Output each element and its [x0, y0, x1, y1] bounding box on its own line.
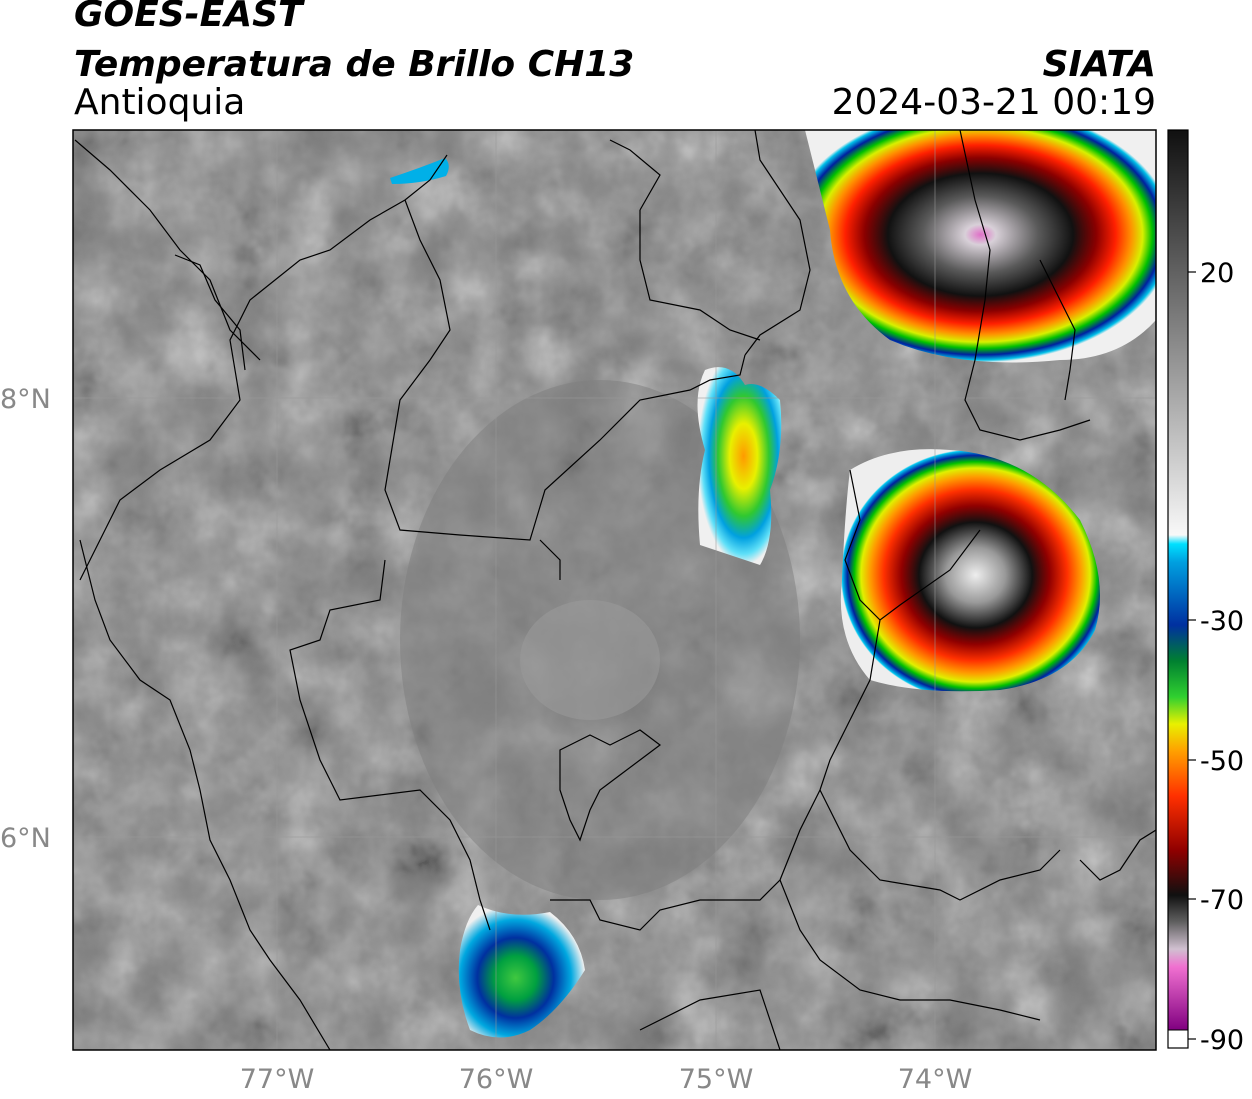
storm-northeast [805, 130, 1156, 363]
lon-label-77W: 77°W [240, 1064, 315, 1095]
colorbar-under-box [1167, 1029, 1189, 1049]
datetime-label: 2024-03-21 00:19 [831, 82, 1156, 123]
colorbar-gradient [1168, 130, 1188, 1030]
lon-label-75W: 75°W [679, 1064, 754, 1095]
satellite-title: GOES-EAST [74, 0, 303, 35]
lat-label-6N: 6°N [0, 823, 51, 854]
lon-label-74W: 74°W [898, 1064, 973, 1095]
lat-label-8N: 8°N [0, 384, 51, 415]
colorbar-tick-neg30: -30 [1200, 606, 1244, 637]
product-title: Temperatura de Brillo CH13 [74, 44, 635, 85]
graticule [73, 130, 1156, 1050]
boundaries [74, 130, 1156, 1050]
colorbar-frame [1167, 129, 1189, 1049]
colorbar-tick-neg70: -70 [1200, 885, 1244, 916]
colorbar: 20 -30 -50 -70 -90 [1167, 129, 1244, 1056]
colorbar-tick-20: 20 [1200, 258, 1234, 289]
storm-central [697, 367, 782, 565]
map-imagery [73, 130, 1156, 1050]
storm-north-small [390, 158, 449, 184]
colorbar-tick-neg50: -50 [1200, 746, 1244, 777]
agency-label: SIATA [1042, 44, 1156, 85]
lon-label-76W: 76°W [459, 1064, 534, 1095]
map-frame [72, 129, 1157, 1051]
region-label: Antioquia [74, 82, 246, 123]
storm-east [840, 449, 1100, 692]
storm-south [458, 905, 585, 1038]
colorbar-tick-neg90: -90 [1200, 1025, 1244, 1056]
